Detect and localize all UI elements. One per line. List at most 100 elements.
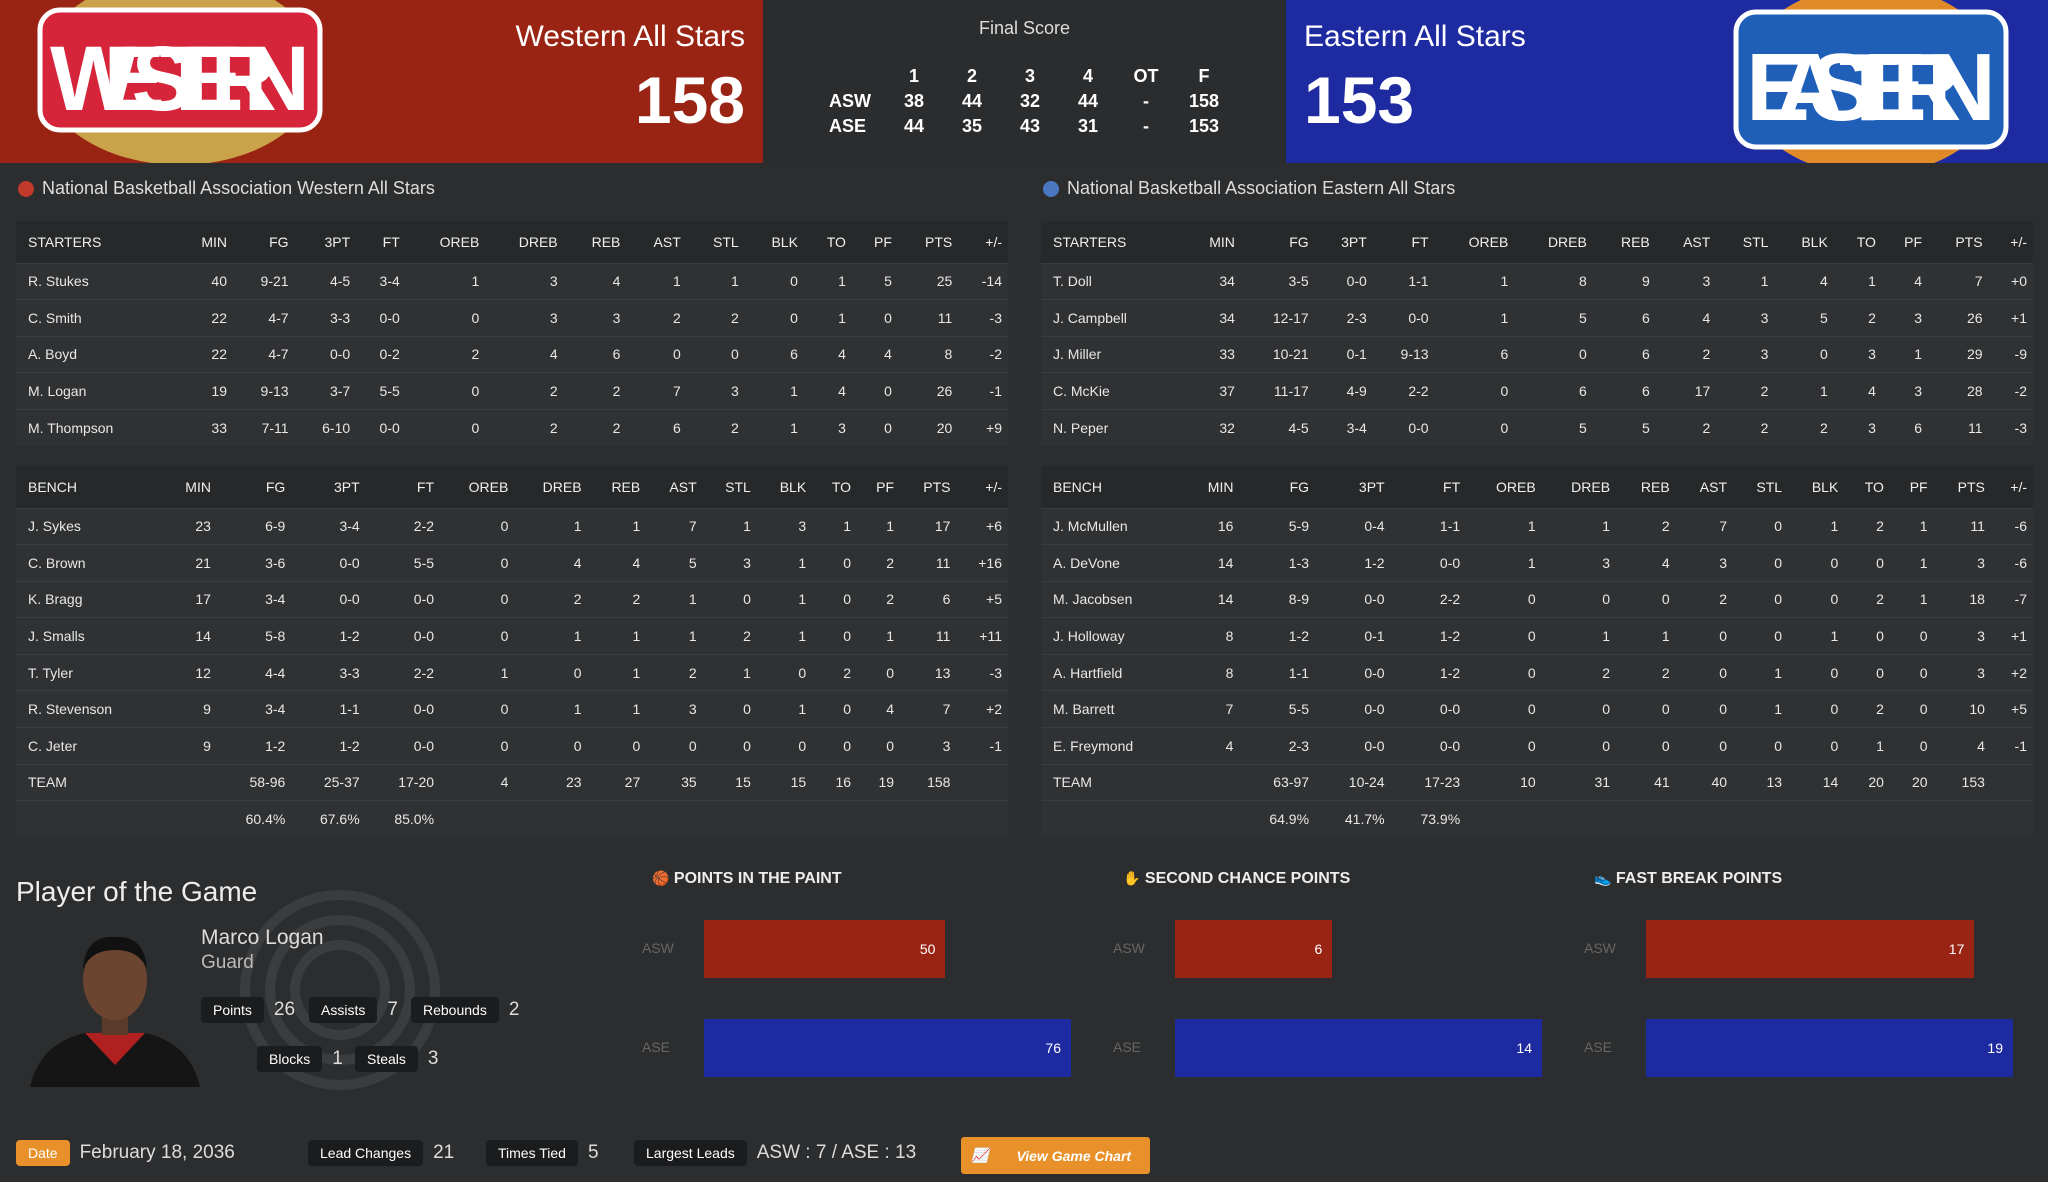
- player-name[interactable]: J. Holloway: [1041, 617, 1185, 655]
- column-header[interactable]: DREB: [485, 221, 564, 263]
- stat-cell: [1733, 800, 1789, 838]
- svg-text:EASTERN: EASTERN: [1746, 34, 1996, 141]
- column-header[interactable]: OREB: [405, 221, 486, 263]
- column-header[interactable]: +/-: [958, 221, 1008, 263]
- column-header[interactable]: MIN: [1182, 221, 1241, 263]
- column-header[interactable]: FG: [216, 466, 292, 508]
- column-header[interactable]: 3PT: [1315, 466, 1391, 508]
- player-name[interactable]: C. Smith: [16, 299, 176, 337]
- column-header[interactable]: BLK: [744, 221, 804, 263]
- column-header[interactable]: OREB: [1466, 466, 1542, 508]
- column-header[interactable]: PTS: [900, 466, 957, 508]
- column-header[interactable]: PTS: [1933, 466, 1991, 508]
- player-name[interactable]: R. Stevenson: [16, 690, 163, 728]
- column-header[interactable]: AST: [646, 466, 703, 508]
- column-header[interactable]: BLK: [756, 466, 813, 508]
- player-name[interactable]: A. Hartfield: [1041, 653, 1185, 691]
- column-header[interactable]: +/-: [956, 466, 1008, 508]
- player-name[interactable]: T. Tyler: [16, 653, 163, 691]
- stat-cell: 7: [1928, 262, 1989, 300]
- player-name[interactable]: T. Doll: [1041, 262, 1183, 300]
- column-header[interactable]: PTS: [1928, 221, 1989, 263]
- player-name[interactable]: C. Brown: [16, 544, 163, 582]
- column-header[interactable]: FG: [232, 221, 295, 263]
- bar-label-ase: ASE: [1584, 1039, 1613, 1055]
- player-name[interactable]: M. Jacobsen: [1041, 580, 1185, 618]
- hoop-icon: 🏀: [652, 870, 670, 886]
- column-header[interactable]: REB: [563, 221, 627, 263]
- stat-cell: 0: [1616, 690, 1676, 728]
- player-name[interactable]: J. Miller: [1041, 335, 1183, 373]
- player-name[interactable]: R. Stukes: [16, 262, 176, 300]
- column-header[interactable]: FT: [1390, 466, 1467, 508]
- player-name[interactable]: C. McKie: [1041, 372, 1183, 410]
- column-header[interactable]: 3PT: [291, 466, 366, 508]
- stat-cell: -9: [1988, 335, 2033, 373]
- column-header[interactable]: OREB: [1434, 221, 1515, 263]
- player-name[interactable]: M. Logan: [16, 372, 176, 410]
- column-header[interactable]: PF: [1881, 221, 1929, 263]
- column-header[interactable]: FT: [365, 466, 441, 508]
- column-header[interactable]: FT: [356, 221, 406, 263]
- column-header[interactable]: DREB: [514, 466, 588, 508]
- column-header[interactable]: +/-: [1990, 466, 2033, 508]
- column-header[interactable]: PF: [857, 466, 901, 508]
- column-header[interactable]: REB: [1592, 221, 1656, 263]
- stat-cell: 4: [1184, 727, 1240, 765]
- view-game-chart-button[interactable]: 📈 View Game Chart: [961, 1137, 1150, 1174]
- column-header[interactable]: AST: [1655, 221, 1717, 263]
- stat-cell: 1: [702, 507, 757, 545]
- column-header[interactable]: FT: [1372, 221, 1435, 263]
- column-header[interactable]: MIN: [1184, 466, 1240, 508]
- player-name[interactable]: C. Jeter: [16, 727, 163, 765]
- column-header[interactable]: MIN: [162, 466, 217, 508]
- column-header[interactable]: STL: [1716, 221, 1775, 263]
- column-header[interactable]: TO: [1844, 466, 1890, 508]
- bar-label-ase: ASE: [1113, 1039, 1142, 1055]
- footer-largest-leads: Largest Leads ASW : 7 / ASE : 13: [634, 1140, 916, 1166]
- player-name[interactable]: J. McMullen: [1041, 507, 1185, 545]
- player-name[interactable]: A. DeVone: [1041, 544, 1185, 582]
- stat-points: Points 26: [201, 997, 295, 1023]
- column-header[interactable]: FG: [1239, 466, 1316, 508]
- player-name[interactable]: E. Freymond: [1041, 727, 1185, 765]
- stat-cell: 2: [1655, 408, 1717, 446]
- column-header[interactable]: 3PT: [294, 221, 357, 263]
- column-header[interactable]: BLK: [1788, 466, 1845, 508]
- column-header[interactable]: BLK: [1774, 221, 1834, 263]
- column-header[interactable]: STL: [1733, 466, 1789, 508]
- column-header[interactable]: STL: [702, 466, 757, 508]
- stat-cell: [587, 800, 647, 838]
- column-header[interactable]: +/-: [1988, 221, 2033, 263]
- column-header[interactable]: FG: [1240, 221, 1315, 263]
- column-header[interactable]: PTS: [897, 221, 959, 263]
- team-totals-row: TEAM 58-96 25-37 17-20 4 23 27 35 15 15 16 19 158: [16, 763, 1008, 801]
- column-header[interactable]: PF: [1889, 466, 1934, 508]
- column-header[interactable]: PF: [851, 221, 898, 263]
- stat-cell: 4-4: [216, 653, 292, 691]
- column-header[interactable]: AST: [626, 221, 687, 263]
- stat-cell: 16: [1184, 507, 1240, 545]
- column-header[interactable]: TO: [803, 221, 852, 263]
- player-name[interactable]: M. Barrett: [1041, 690, 1185, 728]
- column-header[interactable]: TO: [1833, 221, 1882, 263]
- player-name[interactable]: K. Bragg: [16, 580, 163, 618]
- player-name[interactable]: N. Peper: [1041, 408, 1183, 446]
- player-name[interactable]: J. Sykes: [16, 507, 163, 545]
- column-header[interactable]: REB: [1616, 466, 1676, 508]
- player-name[interactable]: M. Thompson: [16, 408, 176, 446]
- stat-cell: [1990, 763, 2033, 801]
- player-name[interactable]: J. Smalls: [16, 617, 163, 655]
- player-name[interactable]: A. Boyd: [16, 335, 176, 373]
- column-header[interactable]: 3PT: [1314, 221, 1373, 263]
- column-header[interactable]: TO: [812, 466, 858, 508]
- stat-cell: 2-2: [365, 507, 441, 545]
- column-header[interactable]: STL: [686, 221, 745, 263]
- column-header[interactable]: OREB: [440, 466, 515, 508]
- column-header[interactable]: REB: [587, 466, 647, 508]
- column-header[interactable]: DREB: [1514, 221, 1593, 263]
- column-header[interactable]: AST: [1675, 466, 1734, 508]
- column-header[interactable]: DREB: [1541, 466, 1617, 508]
- player-name[interactable]: J. Campbell: [1041, 299, 1183, 337]
- column-header[interactable]: MIN: [175, 221, 233, 263]
